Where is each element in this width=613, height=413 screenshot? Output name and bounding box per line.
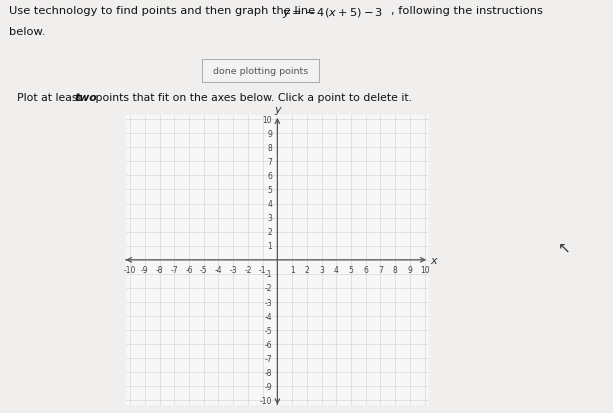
Text: 2: 2 <box>267 228 272 237</box>
Text: 9: 9 <box>408 265 413 274</box>
Text: -6: -6 <box>185 265 193 274</box>
Text: 3: 3 <box>267 214 272 223</box>
Text: -3: -3 <box>265 298 272 307</box>
Text: 9: 9 <box>267 129 272 138</box>
Text: -6: -6 <box>265 340 272 349</box>
Text: $y = -4(x + 5) - 3$: $y = -4(x + 5) - 3$ <box>282 6 383 20</box>
Text: points that fit on the axes below. Click a point to delete it.: points that fit on the axes below. Click… <box>92 93 412 103</box>
Text: 8: 8 <box>267 143 272 152</box>
Text: 6: 6 <box>364 265 368 274</box>
Text: 10: 10 <box>420 265 430 274</box>
Text: 8: 8 <box>393 265 398 274</box>
Text: -4: -4 <box>215 265 223 274</box>
Text: -1: -1 <box>259 265 267 274</box>
Text: 3: 3 <box>319 265 324 274</box>
Text: done plotting points: done plotting points <box>213 67 308 76</box>
Text: 7: 7 <box>267 157 272 166</box>
Text: Plot at least: Plot at least <box>17 93 85 103</box>
Text: 1: 1 <box>267 242 272 251</box>
Text: 7: 7 <box>378 265 383 274</box>
Text: -2: -2 <box>265 284 272 293</box>
Text: -4: -4 <box>265 312 272 321</box>
Text: x: x <box>430 255 436 265</box>
Text: two: two <box>75 93 97 103</box>
Text: ↖: ↖ <box>558 240 570 255</box>
Text: -9: -9 <box>265 382 272 391</box>
Text: -3: -3 <box>229 265 237 274</box>
Text: 2: 2 <box>305 265 309 274</box>
Text: -7: -7 <box>170 265 178 274</box>
Text: -7: -7 <box>265 354 272 363</box>
Text: 5: 5 <box>349 265 354 274</box>
Text: 1: 1 <box>290 265 294 274</box>
Text: -5: -5 <box>200 265 208 274</box>
Text: -8: -8 <box>265 368 272 377</box>
Text: 10: 10 <box>262 115 272 124</box>
Text: below.: below. <box>9 27 45 37</box>
Text: 5: 5 <box>267 185 272 195</box>
Text: , following the instructions: , following the instructions <box>391 6 543 16</box>
Text: 4: 4 <box>267 199 272 209</box>
Text: Use technology to find points and then graph the line: Use technology to find points and then g… <box>9 6 319 16</box>
Text: -1: -1 <box>265 270 272 279</box>
Text: -5: -5 <box>265 326 272 335</box>
Text: -10: -10 <box>260 396 272 405</box>
Text: -8: -8 <box>156 265 163 274</box>
Text: -9: -9 <box>141 265 148 274</box>
Text: -10: -10 <box>124 265 136 274</box>
Text: 6: 6 <box>267 171 272 180</box>
Text: -2: -2 <box>244 265 252 274</box>
Text: 4: 4 <box>334 265 339 274</box>
Text: y: y <box>274 104 281 114</box>
